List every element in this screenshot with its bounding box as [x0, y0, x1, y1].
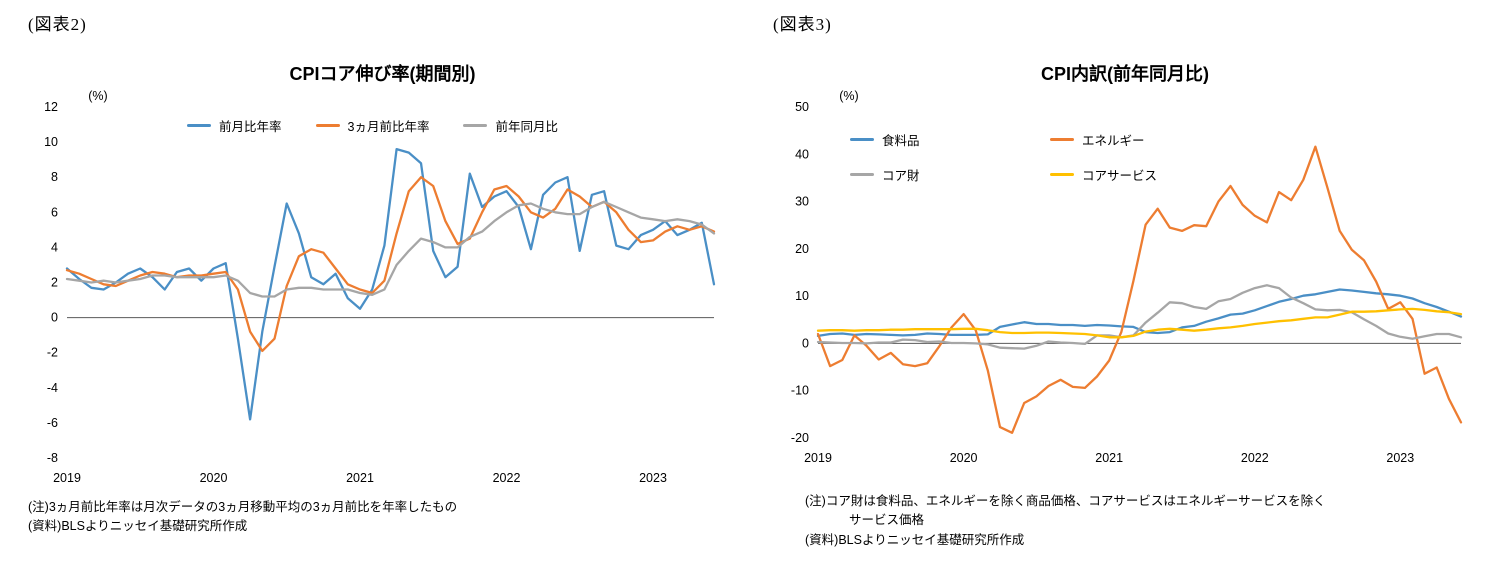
x-tick-label: 2023 — [1386, 451, 1414, 465]
x-tick-label: 2021 — [346, 471, 374, 485]
y-tick-label: -20 — [791, 431, 809, 445]
figure3-chart: (%) 50 40 30 20 10 0 -10 -20 2019 2020 2021 2022 2023 — [791, 89, 1463, 465]
y-tick-label: -2 — [47, 346, 58, 360]
x-tick-label: 2022 — [493, 471, 521, 485]
figure2-label: (図表2) — [28, 15, 87, 34]
y-tick-label: 6 — [51, 205, 58, 219]
y-tick-label: 20 — [795, 242, 809, 256]
source-line: (資料)BLSよりニッセイ基礎研究所作成 — [805, 532, 1025, 547]
figure2-chart: (%) 12 10 8 6 4 2 0 -2 -4 -6 -8 2019 2020 2021 2022 2023 — [44, 89, 716, 485]
x-tick-label: 2020 — [950, 451, 978, 465]
x-tick-label: 2019 — [53, 471, 81, 485]
y-tick-label: 4 — [51, 240, 58, 254]
x-tick-label: 2021 — [1095, 451, 1123, 465]
legend-swatch-three-month-annualized — [315, 124, 340, 127]
series-line-core-goods — [816, 284, 1463, 350]
legend-label-mom-annualized: 前月比年率 — [219, 120, 282, 134]
figure3-notes: (注)コア財は食料品、エネルギーを除く商品価格、コアサービスはエネルギーサービス… — [805, 492, 1326, 550]
figure3-legend: 食料品 エネルギーコア財 コアサービス — [850, 130, 1157, 184]
y-tick-label: 40 — [795, 147, 809, 161]
y-tick-label: -10 — [791, 384, 809, 398]
legend-item-mom-annualized: 前月比年率 — [187, 116, 282, 135]
note-line: (注)3ヵ月前比年率は月次データの3ヵ月移動平均の3ヵ月前比を年率したもの — [28, 500, 458, 514]
y-tick-label: -8 — [47, 451, 58, 465]
y-tick-label: 12 — [44, 100, 58, 114]
y-tick-label: -6 — [47, 416, 58, 430]
legend-label-core-goods: コア財 — [882, 169, 920, 183]
x-tick-label: 2022 — [1241, 451, 1269, 465]
series-line-year-over-year — [65, 200, 716, 298]
legend-item-year-over-year: 前年同月比 — [463, 116, 558, 135]
figure3-panel: (図表3) CPI内訳(前年同月比) 食料品 エネルギーコア財 コアサービス (%)… — [745, 0, 1485, 579]
figure2-panel: (図表2) CPIコア伸び率(期間別) 前月比年率 3ヵ月前比年率 前年同月比 (%… — [15, 15, 730, 537]
y-tick-label: 50 — [795, 100, 809, 114]
legend-label-food: 食料品 — [882, 134, 920, 148]
y-tick-label: 30 — [795, 195, 809, 209]
note-line: (注)コア財は食料品、エネルギーを除く商品価格、コアサービスはエネルギーサービス… — [805, 494, 1326, 508]
y-tick-label: -4 — [47, 381, 58, 395]
series-line-mom-annualized — [65, 147, 716, 421]
figure3-label: (図表3) — [773, 15, 832, 34]
legend-swatch-food — [850, 138, 874, 141]
x-tick-label: 2020 — [200, 471, 228, 485]
legend-item-core-services: コアサービス — [1050, 165, 1157, 184]
legend-label-energy: エネルギー — [1082, 134, 1145, 148]
y-tick-label: 0 — [51, 311, 58, 325]
series-line-core-services — [816, 307, 1463, 339]
y-axis-unit-label: (%) — [839, 89, 858, 103]
y-axis-unit-label: (%) — [88, 89, 107, 103]
legend-label-three-month-annualized: 3ヵ月前比年率 — [347, 120, 430, 134]
series-line-energy — [816, 145, 1463, 434]
y-tick-label: 10 — [44, 135, 58, 149]
legend-label-core-services: コアサービス — [1082, 169, 1158, 183]
y-tick-label: 2 — [51, 276, 58, 290]
y-tick-label: 10 — [795, 289, 809, 303]
figure2-legend: 前月比年率 3ヵ月前比年率 前年同月比 — [15, 116, 730, 135]
y-tick-label: 8 — [51, 170, 58, 184]
legend-swatch-energy — [1050, 138, 1074, 141]
legend-swatch-core-goods — [850, 173, 874, 176]
figure2-title: CPIコア伸び率(期間別) — [289, 64, 476, 84]
y-tick-label: 0 — [802, 336, 809, 350]
legend-swatch-mom-annualized — [187, 124, 211, 127]
legend-item-energy: エネルギー — [1050, 130, 1157, 149]
figure2-notes: (注)3ヵ月前比年率は月次データの3ヵ月移動平均の3ヵ月前比を年率したもの (資… — [28, 498, 457, 537]
note-line-continued: サービス価格 — [849, 513, 925, 528]
x-tick-label: 2023 — [639, 471, 667, 485]
legend-item-three-month-annualized: 3ヵ月前比年率 — [315, 116, 430, 135]
legend-item-core-goods: コア財 — [850, 165, 1050, 184]
figure3-title: CPI内訳(前年同月比) — [1041, 64, 1209, 84]
legend-item-food: 食料品 — [850, 130, 1050, 149]
source-line: (資料)BLSよりニッセイ基礎研究所作成 — [28, 519, 248, 534]
legend-swatch-year-over-year — [463, 124, 488, 127]
legend-swatch-core-services — [1050, 173, 1074, 176]
legend-label-year-over-year: 前年同月比 — [495, 120, 558, 134]
x-tick-label: 2019 — [804, 451, 832, 465]
